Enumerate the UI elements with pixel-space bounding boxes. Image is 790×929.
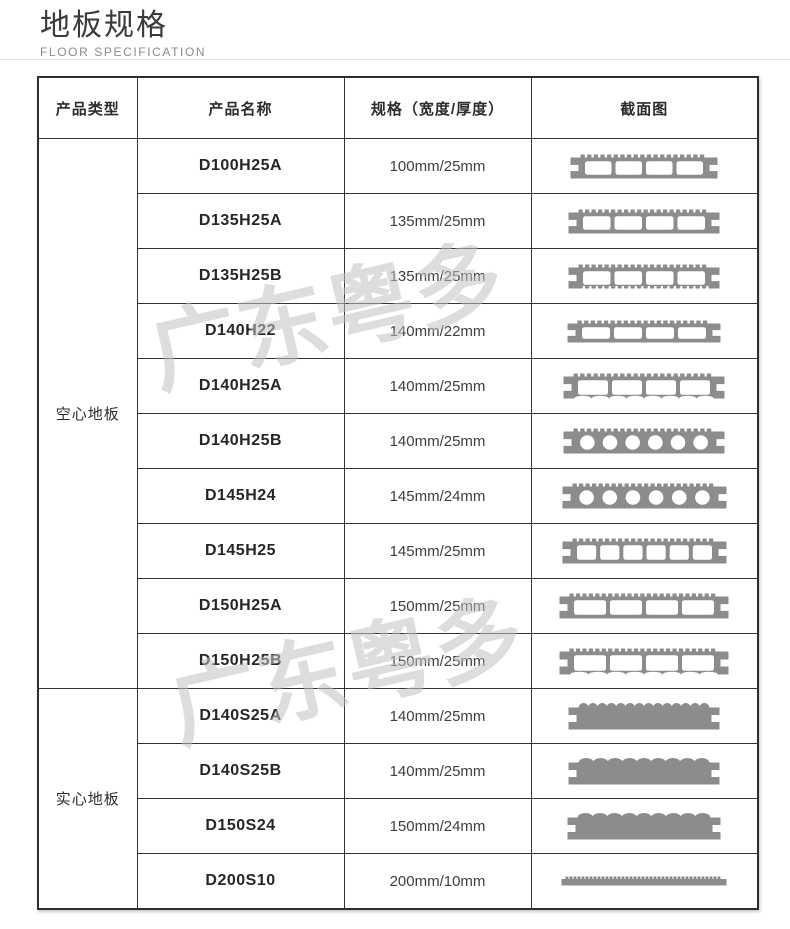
- cross-section-diagram: [562, 483, 727, 509]
- product-name-cell: D135H25B: [136, 248, 345, 304]
- col-header-spec: 规格（宽度/厚度）: [343, 76, 532, 139]
- product-spec-cell: 145mm/24mm: [343, 468, 532, 524]
- product-spec-cell: 145mm/25mm: [343, 523, 532, 579]
- cross-section-diagram: [567, 320, 721, 342]
- product-spec-cell: 150mm/24mm: [343, 798, 532, 854]
- cross-section-cell: [530, 138, 759, 194]
- cross-section-cell: [530, 633, 759, 689]
- product-name-cell: D150H25B: [136, 633, 345, 689]
- table-row: D145H25 145mm/25mm: [38, 523, 759, 579]
- cross-section-cell: [530, 798, 759, 854]
- cross-section-cell: [530, 578, 759, 634]
- table-row: D150H25B 150mm/25mm: [38, 633, 759, 689]
- product-spec-cell: 140mm/22mm: [343, 303, 532, 359]
- page-header: 地板规格 FLOOR SPECIFICATION: [40, 8, 206, 59]
- cross-section-diagram: [563, 428, 725, 454]
- cross-section-diagram: [568, 264, 720, 288]
- cross-section-diagram: [562, 538, 727, 564]
- product-spec-cell: 150mm/25mm: [343, 633, 532, 689]
- product-type-cell: 空心地板: [37, 138, 138, 689]
- table-row: 实心地板 D140S25A 140mm/25mm: [37, 688, 759, 910]
- product-name-cell: D135H25A: [136, 193, 345, 249]
- col-header-product-type: 产品类型: [37, 76, 138, 139]
- product-spec-cell: 140mm/25mm: [343, 688, 532, 744]
- cross-section-diagram: [570, 154, 718, 178]
- product-name-cell: D145H25: [136, 523, 345, 579]
- cross-section-cell: [530, 743, 759, 799]
- product-name-cell: D150S24: [136, 798, 345, 854]
- product-spec-cell: 150mm/25mm: [343, 578, 532, 634]
- cross-section-diagram: [567, 812, 721, 839]
- cross-section-cell: [530, 303, 759, 359]
- cross-section-diagram: [568, 702, 720, 729]
- product-type-cell: 实心地板: [37, 688, 138, 910]
- product-spec-cell: 140mm/25mm: [343, 413, 532, 469]
- spec-table-head: 产品类型 产品名称 规格（宽度/厚度） 截面图: [37, 76, 759, 139]
- spec-table: 产品类型 产品名称 规格（宽度/厚度） 截面图 空心地板 D100H25A 100m…: [37, 76, 759, 910]
- cross-section-cell: [530, 523, 759, 579]
- col-header-cross-section: 截面图: [530, 76, 759, 139]
- table-row: D140S25B 140mm/25mm: [38, 743, 759, 799]
- header-divider: [0, 59, 790, 60]
- table-row: D140H25A 140mm/25mm: [38, 358, 759, 414]
- cross-section-cell: [530, 248, 759, 304]
- cross-section-cell: [530, 468, 759, 524]
- col-header-product-name: 产品名称: [136, 76, 345, 139]
- table-row: D150S24 150mm/24mm: [38, 798, 759, 854]
- product-name-cell: D145H24: [136, 468, 345, 524]
- product-name-cell: D140H25A: [136, 358, 345, 414]
- table-row: D140H22 140mm/22mm: [38, 303, 759, 359]
- product-spec-cell: 135mm/25mm: [343, 248, 532, 304]
- product-name-cell: D100H25A: [136, 138, 345, 194]
- product-name-cell: D140H22: [136, 303, 345, 359]
- table-row: D135H25A 135mm/25mm: [38, 193, 759, 249]
- header-row: 产品类型 产品名称 规格（宽度/厚度） 截面图: [37, 76, 759, 139]
- table-row: D200S10 200mm/10mm: [38, 853, 759, 910]
- spec-table-body: 空心地板 D100H25A 100mm/25mm D135H25A 135mm/25mm…: [37, 138, 759, 910]
- product-name-cell: D200S10: [136, 853, 345, 910]
- cross-section-diagram: [568, 757, 720, 784]
- product-spec-cell: 140mm/25mm: [343, 358, 532, 414]
- product-name-cell: D140S25B: [136, 743, 345, 799]
- cross-section-diagram: [563, 373, 725, 399]
- product-name-cell: D140S25A: [136, 688, 345, 744]
- product-spec-cell: 100mm/25mm: [343, 138, 532, 194]
- page-subtitle: FLOOR SPECIFICATION: [40, 45, 207, 59]
- cross-section-diagram: [559, 648, 729, 674]
- product-name-cell: D140H25B: [136, 413, 345, 469]
- cross-section-cell: [530, 193, 759, 249]
- table-row: D140H25B 140mm/25mm: [38, 413, 759, 469]
- table-row: D135H25B 135mm/25mm: [38, 248, 759, 304]
- product-spec-cell: 135mm/25mm: [343, 193, 532, 249]
- cross-section-diagram: [559, 593, 729, 619]
- product-spec-cell: 140mm/25mm: [343, 743, 532, 799]
- product-name-cell: D150H25A: [136, 578, 345, 634]
- cross-section-cell: [530, 688, 759, 744]
- cross-section-diagram: [561, 876, 727, 886]
- cross-section-cell: [530, 358, 759, 414]
- table-row: D150H25A 150mm/25mm: [38, 578, 759, 634]
- cross-section-diagram: [568, 209, 720, 233]
- product-spec-cell: 200mm/10mm: [343, 853, 532, 910]
- cross-section-cell: [530, 853, 759, 910]
- table-row: 空心地板 D100H25A 100mm/25mm: [37, 138, 759, 689]
- cross-section-cell: [530, 413, 759, 469]
- page-title: 地板规格: [40, 9, 168, 42]
- table-row: D145H24 145mm/24mm: [38, 468, 759, 524]
